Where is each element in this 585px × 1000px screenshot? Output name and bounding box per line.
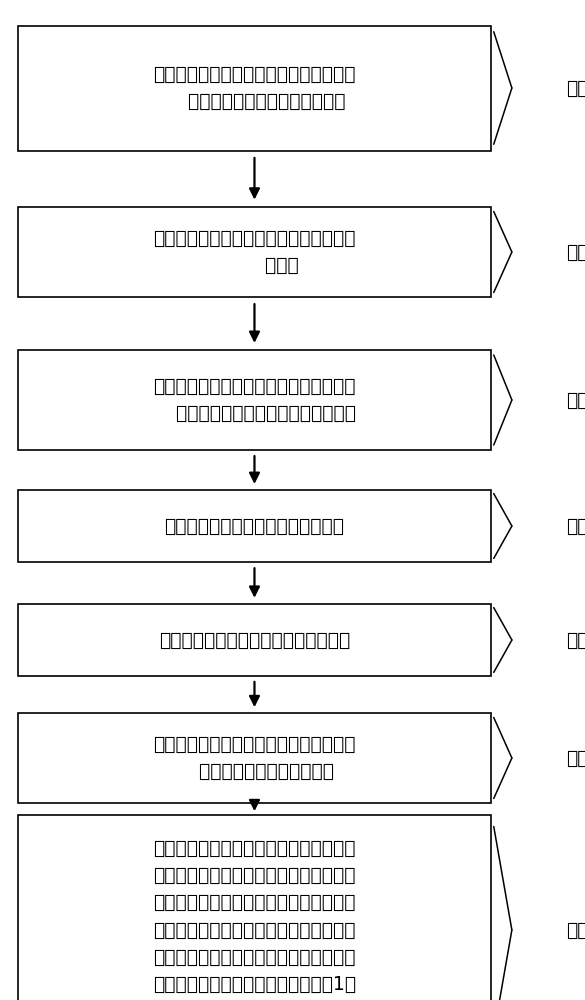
Text: 步骤3: 步骤3 [566, 390, 585, 410]
Text: 步骤4: 步骤4 [566, 516, 585, 536]
Text: 根据所述角度集合，确定复常数集合以及
    复常数对应的实部和虚部的分布特性: 根据所述角度集合，确定复常数集合以及 复常数对应的实部和虚部的分布特性 [153, 377, 356, 423]
Text: 判断所述待定方向图与所述期望方向图的
    图形差值是否小于预设阈值: 判断所述待定方向图与所述期望方向图的 图形差值是否小于预设阈值 [153, 735, 356, 781]
Bar [18, 25, 491, 150]
Bar [18, 815, 491, 1000]
Text: 根据所述分布特性，确定目标复常数: 根据所述分布特性，确定目标复常数 [164, 516, 345, 536]
Text: 步骤7: 步骤7 [566, 920, 585, 940]
Bar [18, 350, 491, 450]
Bar [18, 207, 491, 297]
Text: 步骤5: 步骤5 [566, 631, 585, 650]
Text: 步骤1: 步骤1 [566, 79, 585, 98]
Bar [18, 490, 491, 562]
Text: 步骤6: 步骤6 [566, 748, 585, 768]
Text: 确定期望方向图、预设归一化电平值、预
    设权矢量和期望信号的导向矢量: 确定期望方向图、预设归一化电平值、预 设权矢量和期望信号的导向矢量 [153, 65, 356, 111]
Text: 选取多个待控制的角度，得到待控制的角
         度集合: 选取多个待控制的角度，得到待控制的角 度集合 [153, 229, 356, 275]
Bar [18, 604, 491, 676]
Text: 步骤2: 步骤2 [566, 242, 585, 261]
Bar [18, 713, 491, 803]
Text: 根据所述目标复常数，确定待定方向图: 根据所述目标复常数，确定待定方向图 [159, 631, 350, 650]
Text: 当所述图形差值小于所述预设阈值时，将
所述待定方向图确定为目标方向图；或，
当所述图形差值大于所述预设阈值时，将
所述待定方向图对应的目标归一化电平值
和目标权: 当所述图形差值小于所述预设阈值时，将 所述待定方向图确定为目标方向图；或， 当所… [153, 839, 356, 1000]
